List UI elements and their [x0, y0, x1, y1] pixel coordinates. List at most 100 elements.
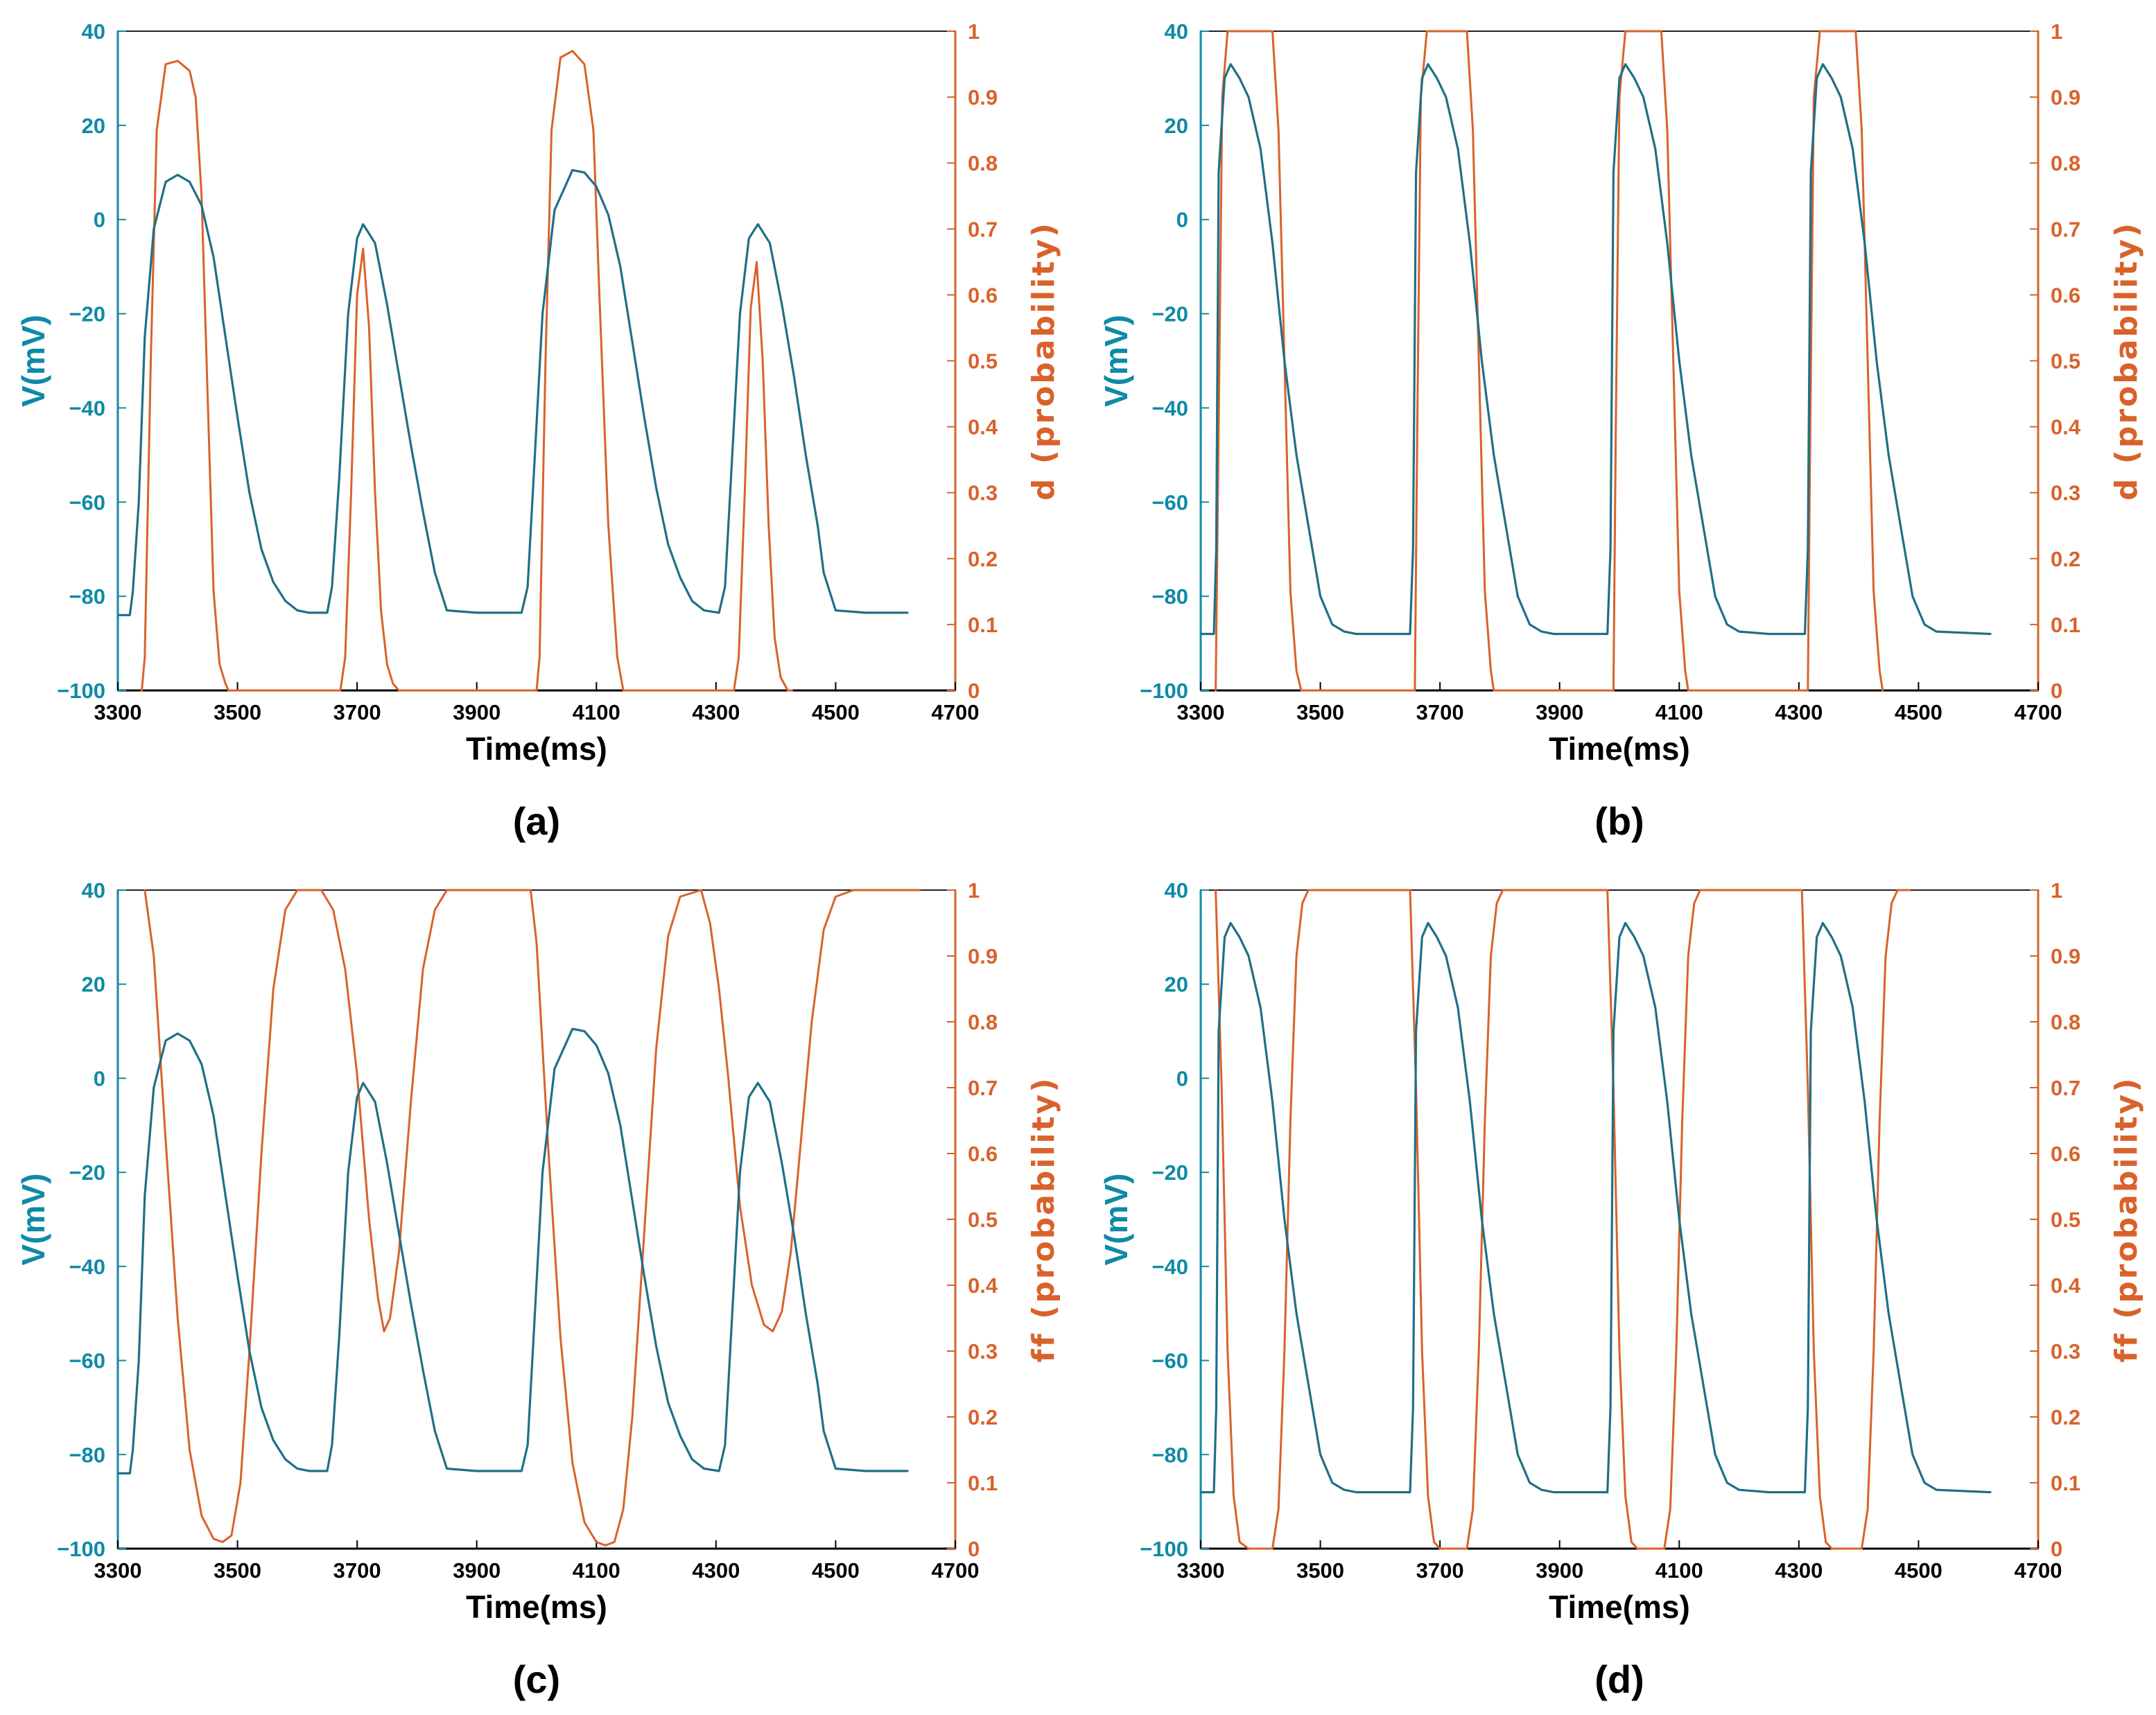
- right-y-tick-label: 1: [968, 878, 980, 903]
- right-y-axis-label: ff (probability): [1026, 1077, 1061, 1363]
- right-y-tick-label: 0.1: [968, 613, 998, 637]
- x-tick-label: 3700: [333, 700, 381, 724]
- left-y-tick-label: −40: [1151, 1255, 1188, 1279]
- x-axis-label: Time(ms): [1549, 1589, 1690, 1625]
- right-y-tick-label: 0.6: [968, 1142, 998, 1166]
- left-y-tick-label: −20: [1151, 1160, 1188, 1185]
- left-y-tick-label: −20: [69, 1160, 105, 1185]
- panel-b: 3300 3500 3700 3900 4100 4300 4500 4700 −100 −80 −…: [1098, 19, 2144, 843]
- x-tick-label: 3900: [1536, 700, 1583, 724]
- right-y-tick-label: 0.9: [968, 944, 998, 968]
- right-y-tick-label: 0.4: [2051, 1273, 2081, 1298]
- right-y-axis-label: ff (probability): [2109, 1077, 2144, 1363]
- series-line-V: [118, 168, 909, 616]
- x-tick-label: 3300: [1177, 1558, 1225, 1583]
- left-y-tick-label: 20: [82, 114, 105, 138]
- left-y-tick-label: 40: [82, 19, 105, 44]
- x-tick-label: 4100: [573, 700, 620, 724]
- right-y-tick-label: 0.4: [2051, 415, 2081, 439]
- x-tick-label: 4100: [1655, 1558, 1703, 1583]
- right-y-tick-label: 0.6: [968, 283, 998, 307]
- series-line-V: [1201, 62, 1992, 636]
- left-y-tick-label: −40: [69, 1255, 105, 1279]
- left-y-tick-label: −20: [1151, 302, 1188, 327]
- right-y-tick-label: 0.6: [2051, 283, 2080, 307]
- left-y-axis-label: V(mV): [1098, 1174, 1134, 1266]
- x-tick-label: 3300: [94, 700, 142, 724]
- left-y-tick-label: −60: [69, 490, 105, 514]
- left-y-tick-label: 0: [1176, 1066, 1188, 1090]
- right-y-tick-label: 1: [968, 19, 980, 44]
- right-y-tick-label: 0: [968, 679, 980, 703]
- left-y-tick-label: 20: [1165, 973, 1188, 997]
- panel-label: (d): [1594, 1657, 1644, 1701]
- right-y-tick-label: 0.9: [2051, 85, 2080, 110]
- right-y-tick-label: 0.8: [968, 1010, 998, 1034]
- left-y-axis-label: V(mV): [15, 315, 51, 407]
- left-y-tick-label: −100: [57, 1537, 105, 1561]
- x-tick-label: 4700: [932, 700, 980, 724]
- x-tick-label: 3900: [1536, 1558, 1583, 1583]
- x-tick-label: 3700: [1416, 1558, 1464, 1583]
- x-tick-label: 3900: [453, 1558, 501, 1583]
- left-y-tick-label: 20: [1165, 114, 1188, 138]
- panel-d: 3300 3500 3700 3900 4100 4300 4500 4700 −100 −80 −…: [1098, 878, 2144, 1701]
- left-y-tick-label: −80: [1151, 1443, 1188, 1467]
- right-y-tick-label: 0.8: [968, 151, 998, 175]
- x-tick-label: 4100: [1655, 700, 1703, 724]
- left-y-tick-label: 0: [1176, 208, 1188, 232]
- right-y-tick-label: 0: [2051, 1537, 2062, 1561]
- series-line-V: [1201, 921, 1992, 1494]
- x-tick-label: 3700: [1416, 700, 1464, 724]
- left-y-tick-label: 20: [82, 973, 105, 997]
- right-y-tick-label: 0.6: [2051, 1142, 2080, 1166]
- right-y-tick-label: 0.5: [968, 1208, 998, 1232]
- series-line-d: [141, 50, 793, 692]
- x-tick-label: 3900: [453, 700, 501, 724]
- x-tick-label: 4300: [692, 700, 740, 724]
- right-y-tick-label: 0: [2051, 679, 2062, 703]
- right-y-tick-label: 0.8: [2051, 1010, 2080, 1034]
- right-y-tick-label: 1: [2051, 878, 2062, 903]
- x-tick-label: 4300: [692, 1558, 740, 1583]
- x-tick-label: 4500: [812, 1558, 860, 1583]
- left-y-tick-label: −20: [69, 302, 105, 327]
- series-line-V: [118, 1027, 909, 1474]
- left-y-tick-label: −60: [1151, 490, 1188, 514]
- x-tick-label: 4100: [573, 1558, 620, 1583]
- right-y-tick-label: 0.7: [2051, 217, 2080, 241]
- x-tick-label: 3500: [214, 1558, 261, 1583]
- x-tick-label: 4700: [2015, 700, 2062, 724]
- x-tick-label: 4700: [932, 1558, 980, 1583]
- x-tick-label: 4500: [1895, 1558, 1942, 1583]
- left-y-tick-label: 0: [94, 1066, 105, 1090]
- x-axis-label: Time(ms): [466, 731, 607, 767]
- right-y-tick-label: 0.7: [2051, 1076, 2080, 1100]
- left-y-tick-label: −80: [69, 584, 105, 609]
- right-y-tick-label: 0.1: [968, 1471, 998, 1495]
- right-y-tick-label: 0.1: [2051, 613, 2080, 637]
- right-y-tick-label: 0.2: [2051, 1405, 2080, 1429]
- x-axis-label: Time(ms): [1549, 731, 1690, 767]
- panel-label: (b): [1594, 799, 1644, 843]
- right-y-axis-label: d (probability): [2109, 221, 2144, 500]
- left-y-tick-label: −80: [69, 1443, 105, 1467]
- right-y-tick-label: 0.7: [968, 217, 998, 241]
- series-line-d: [1215, 30, 1884, 692]
- x-tick-label: 4500: [1895, 700, 1942, 724]
- left-y-tick-label: −80: [1151, 584, 1188, 609]
- panel-label: (c): [513, 1657, 560, 1701]
- left-y-tick-label: −60: [69, 1349, 105, 1373]
- panel-c: 3300 3500 3700 3900 4100 4300 4500 4700 −100 −80 −…: [15, 878, 1061, 1701]
- right-y-tick-label: 0.7: [968, 1076, 998, 1100]
- left-y-tick-label: −100: [1140, 679, 1188, 703]
- right-y-tick-label: 0.3: [968, 1339, 998, 1364]
- x-tick-label: 3500: [214, 700, 261, 724]
- left-y-tick-label: −60: [1151, 1349, 1188, 1373]
- x-tick-label: 3500: [1296, 700, 1344, 724]
- x-axis-label: Time(ms): [466, 1589, 607, 1625]
- right-y-tick-label: 0.9: [968, 85, 998, 110]
- x-tick-label: 3500: [1296, 1558, 1344, 1583]
- left-y-tick-label: 40: [1165, 878, 1188, 903]
